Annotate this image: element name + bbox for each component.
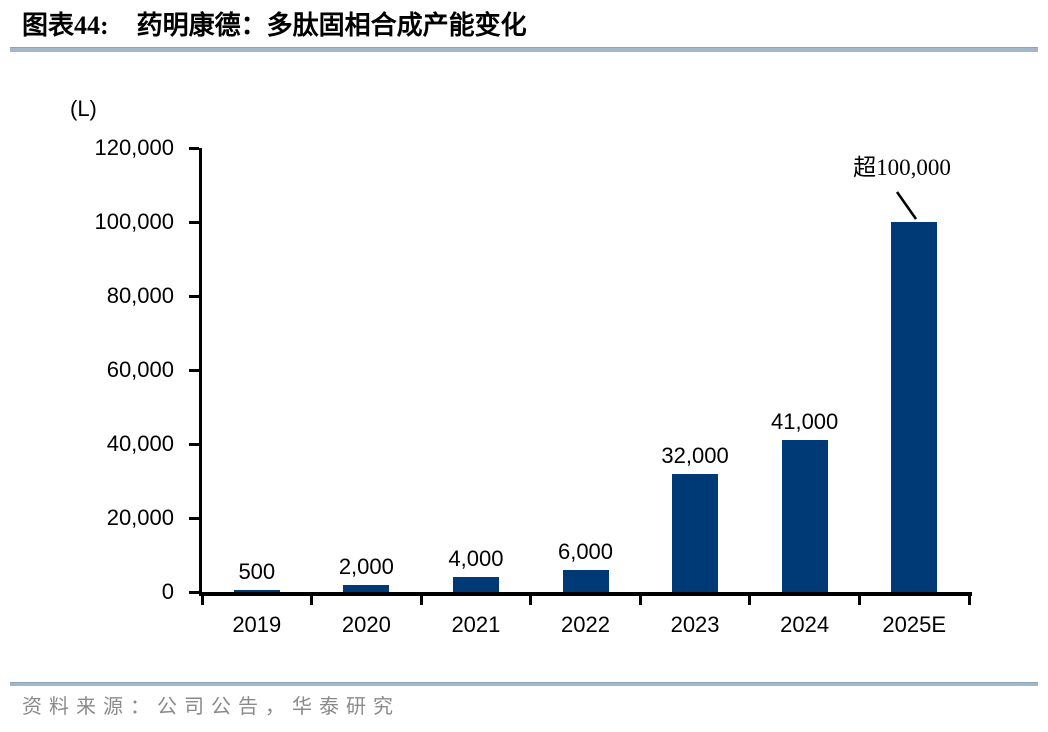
x-axis-category-label: 2019 (232, 612, 282, 637)
bar-value-label: 6,000 (557, 539, 614, 564)
bar-2023 (672, 474, 719, 592)
bar-value-label: 500 (238, 559, 276, 584)
x-axis-tick (967, 592, 971, 605)
bar-value-label: 32,000 (661, 443, 729, 468)
y-axis-tick (189, 220, 199, 224)
bar-2019 (233, 590, 280, 592)
y-axis-tick-label: 120,000 (94, 135, 174, 160)
y-axis-tick-label: 20,000 (106, 505, 174, 530)
bar-2021 (452, 577, 499, 592)
x-axis-tick (748, 592, 752, 605)
y-axis-tick (189, 516, 199, 520)
bar-2024 (781, 440, 828, 592)
source-note: 资料来源：公司公告，华泰研究 (22, 696, 400, 718)
bar-value-label: 41,000 (770, 409, 839, 434)
y-axis-tick-label: 40,000 (106, 431, 174, 456)
bar-value-label: 2,000 (338, 554, 394, 579)
y-axis-tick (189, 442, 199, 446)
y-axis-line (199, 148, 202, 596)
y-axis-tick-label: 60,000 (106, 357, 174, 382)
bar-2022 (562, 570, 609, 592)
figure-number: 图表44: (22, 11, 109, 40)
x-axis-tick (200, 592, 204, 605)
y-axis-tick (189, 368, 199, 372)
y-axis-tick-label: 0 (161, 579, 174, 604)
figure-header: 图表44: 药明康德：多肽固相合成产能变化 (22, 10, 527, 42)
x-axis-tick (419, 592, 423, 605)
x-axis-tick (857, 592, 861, 605)
footer-divider (10, 682, 1038, 686)
x-axis-category-label: 2024 (780, 612, 830, 637)
figure-title: 药明康德：多肽固相合成产能变化 (136, 11, 527, 40)
plot-area: 超100,000 0 20,000 40,000 60,000 80,000 100,00… (94, 135, 972, 637)
x-axis-tick (529, 592, 533, 605)
x-axis-category-label: 2025E (882, 612, 947, 637)
x-axis-category-label: 2023 (670, 612, 720, 637)
y-axis-unit-label: (L) (70, 96, 97, 121)
x-axis-tick (310, 592, 314, 605)
x-axis-category-label: 2020 (341, 612, 391, 637)
title-divider (10, 47, 1038, 52)
bar-value-label: 4,000 (448, 546, 504, 571)
y-axis-tick (189, 590, 199, 594)
y-axis-tick (189, 146, 199, 150)
x-axis-line (199, 592, 972, 596)
x-axis-category-label: 2021 (451, 612, 501, 637)
annotation-label: 超100,000 (797, 154, 1007, 182)
annotation-text: 超100,000 (853, 155, 951, 180)
y-axis-tick-label: 80,000 (106, 283, 174, 308)
x-axis-tick (638, 592, 642, 605)
bar-2020 (343, 585, 390, 592)
y-axis-tick-label: 100,000 (94, 209, 174, 234)
y-axis-tick (189, 294, 199, 298)
annotation-callout-line (895, 191, 918, 220)
x-axis-category-label: 2022 (561, 612, 610, 637)
bar-2025E (891, 222, 938, 592)
